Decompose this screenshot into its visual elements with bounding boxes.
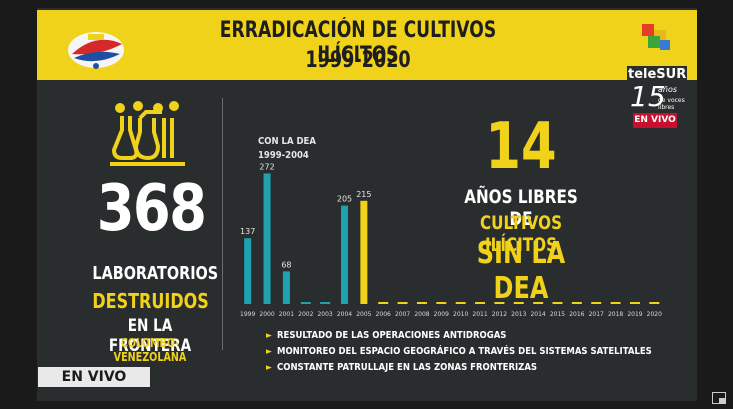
fanb-logo-icon — [68, 32, 124, 69]
layout-corner-icon[interactable] — [712, 392, 726, 404]
chart-tick-label-2012: 2012 — [492, 311, 507, 318]
chart-tick-label-2009: 2009 — [434, 311, 449, 318]
chart-zero-bar-2015 — [552, 302, 563, 304]
chart-tick-label-2013: 2013 — [511, 311, 526, 318]
telesur-badge — [627, 66, 687, 112]
free-years-line2: CULTIVOS ILÍCITOS — [479, 212, 563, 256]
page-subtitle: 1999-2020 — [305, 48, 411, 73]
page-title: ERRADICACIÓN DE CULTIVOS ILÍCITOS — [219, 18, 497, 68]
chart-tick-label-2019: 2019 — [627, 311, 642, 318]
chart-value-label-1999: 137 — [240, 227, 255, 236]
dea-annotation: CON LA DEA 1999-2004 — [258, 135, 316, 163]
dea-annotation-line2: 1999-2004 — [258, 150, 309, 161]
bullet-arrow-icon: ► — [266, 363, 272, 373]
chart-tick-label-2011: 2011 — [472, 311, 487, 318]
live-banner: EN VIVO — [38, 367, 150, 387]
chart-zero-bar-2002 — [300, 302, 311, 304]
chart-zero-bar-2008 — [416, 302, 427, 304]
chart-zero-bar-2010 — [455, 302, 466, 304]
eradication-bar-chart: 137 1999 272 2000 68 2001 2002 2003 205 2004 215 20… — [240, 162, 662, 318]
header-banner — [37, 10, 697, 80]
chart-value-label-2001: 68 — [281, 260, 291, 269]
chart-zero-bar-2009 — [436, 302, 447, 304]
chart-value-label-2005: 215 — [356, 190, 371, 199]
bullet-text: MONITOREO DEL ESPACIO GEOGRÁFICO A TRAVÉ… — [276, 346, 652, 357]
chart-value-label-2004: 205 — [337, 195, 352, 204]
chart-tick-label-2003: 2003 — [317, 311, 332, 318]
free-years-line3: SIN LA DEA — [476, 236, 566, 306]
list-item: ► MONITOREO DEL ESPACIO GEOGRÁFICO A TRAV… — [266, 346, 652, 362]
bullet-arrow-icon: ► — [266, 331, 272, 341]
chart-tick-label-1999: 1999 — [240, 311, 255, 318]
labs-label-line2: DESTRUIDOS — [92, 289, 209, 313]
chart-tick-label-2014: 2014 — [530, 311, 545, 318]
chart-tick-label-2018: 2018 — [608, 311, 623, 318]
chart-bar-1999 — [244, 238, 252, 304]
chart-tick-label-2016: 2016 — [569, 311, 584, 318]
chart-zero-bar-2019 — [629, 302, 640, 304]
chart-zero-bar-2007 — [397, 302, 408, 304]
bullet-list: ► RESULTADO DE LAS OPERACIONES ANTIDROGAS… — [266, 330, 666, 378]
chart-bar-2000 — [263, 173, 271, 304]
chart-zero-bar-2017 — [591, 302, 602, 304]
section-divider — [222, 98, 223, 350]
labs-count: 368 — [96, 172, 207, 246]
chart-tick-label-2004: 2004 — [337, 311, 352, 318]
chart-value-label-2000: 272 — [259, 162, 274, 171]
chart-tick-label-2005: 2005 — [356, 311, 371, 318]
svg-text:libres: libres — [658, 104, 674, 110]
bullet-text: RESULTADO DE LAS OPERACIONES ANTIDROGAS — [276, 330, 507, 341]
chart-zero-bar-2006 — [378, 302, 389, 304]
chart-tick-label-2000: 2000 — [259, 311, 274, 318]
chart-tick-label-2002: 2002 — [298, 311, 313, 318]
channel-name: teleSUR — [628, 67, 687, 82]
list-item: ► CONSTANTE PATRULLAJE EN LAS ZONAS FRONT… — [266, 362, 606, 378]
chart-tick-label-2017: 2017 — [589, 311, 604, 318]
free-years-line1: AÑOS LIBRES DE — [464, 186, 578, 230]
chart-zero-bar-2003 — [320, 302, 331, 304]
chart-bar-2005 — [360, 200, 368, 304]
chart-tick-label-2006: 2006 — [376, 311, 391, 318]
free-years-number: 14 — [485, 110, 557, 184]
dea-annotation-line1: CON LA DEA — [258, 136, 316, 147]
lab-flask-icon — [110, 101, 185, 166]
telesur-logo-icon — [642, 24, 670, 50]
live-badge: EN VIVO — [633, 113, 677, 128]
chart-tick-label-2008: 2008 — [414, 311, 429, 318]
chart-zero-bar-2016 — [571, 302, 582, 304]
bullet-text: CONSTANTE PATRULLAJE EN LAS ZONAS FRONTE… — [276, 362, 538, 373]
chart-zero-bar-2018 — [610, 302, 621, 304]
chart-zero-bar-2011 — [475, 302, 486, 304]
bullet-arrow-icon: ► — [266, 347, 272, 357]
chart-zero-bar-2020 — [649, 302, 660, 304]
chart-zero-bar-2013 — [513, 302, 524, 304]
chart-bar-2001 — [282, 271, 290, 304]
chart-tick-label-2010: 2010 — [453, 311, 468, 318]
chart-bar-2004 — [341, 205, 348, 304]
labs-label-line3: EN LA FRONTERA — [108, 316, 192, 356]
list-item: ► RESULTADO DE LAS OPERACIONES ANTIDROGAS — [266, 330, 606, 346]
svg-text:años: años — [658, 85, 677, 94]
chart-tick-label-2001: 2001 — [279, 311, 294, 318]
svg-text:de voces: de voces — [658, 97, 685, 104]
chart-zero-bar-2014 — [533, 302, 544, 304]
chart-tick-label-2015: 2015 — [550, 311, 565, 318]
labs-label-line1: LABORATORIOS — [92, 263, 219, 284]
chart-tick-label-2020: 2020 — [647, 311, 662, 318]
chart-zero-bar-2012 — [494, 302, 505, 304]
svg-text:15: 15 — [630, 80, 666, 110]
chart-tick-label-2007: 2007 — [395, 311, 410, 318]
labs-label-line4: COLOMBO-VENEZOLANA — [113, 336, 187, 364]
anniversary-mark: 15 años de voces libres — [630, 80, 685, 110]
